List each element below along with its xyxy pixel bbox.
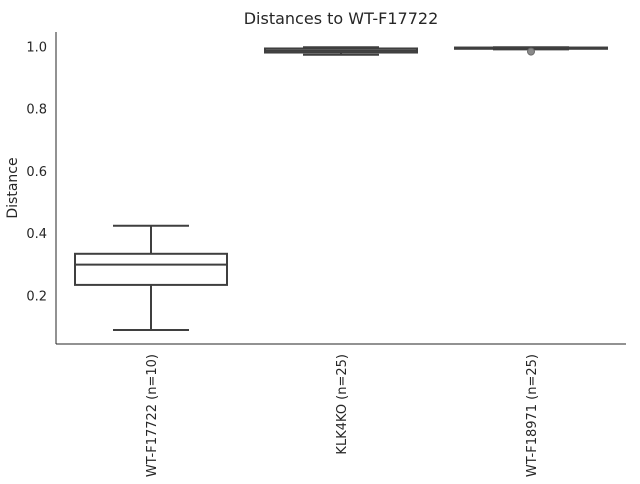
y-tick-label: 0.4 xyxy=(26,227,47,242)
y-tick-label: 0.2 xyxy=(26,289,47,304)
y-tick-label: 0.6 xyxy=(26,165,47,180)
outlier-point xyxy=(527,47,535,56)
x-tick-label: WT-F18971 (n=25) xyxy=(525,354,540,477)
x-tick-label: KLK4KO (n=25) xyxy=(335,354,350,455)
y-axis-label: Distance xyxy=(5,157,21,218)
x-ticks: WT-F17722 (n=10) KLK4KO (n=25) WT-F18971 (… xyxy=(145,354,540,477)
y-tick-label: 1.0 xyxy=(26,40,47,55)
y-tick-label: 0.8 xyxy=(26,103,47,118)
box-iqr xyxy=(74,252,228,286)
box-group xyxy=(74,224,228,332)
x-tick-label: WT-F17722 (n=10) xyxy=(145,354,160,477)
box-group xyxy=(454,46,608,56)
chart-title: Distances to WT-F17722 xyxy=(244,9,439,28)
box-group xyxy=(264,46,418,56)
boxes xyxy=(74,46,608,332)
y-ticks: 0.2 0.4 0.6 0.8 1.0 xyxy=(26,40,47,304)
